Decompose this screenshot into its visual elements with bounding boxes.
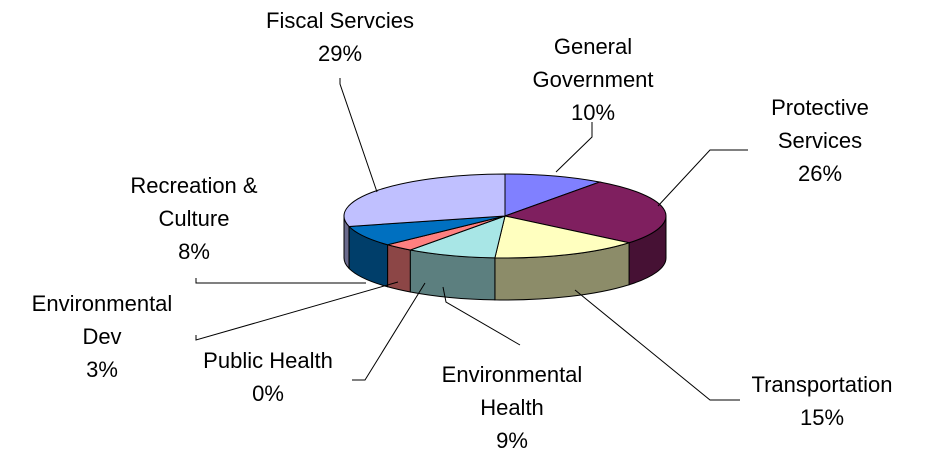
slice-label-line: Services [778,128,862,153]
slice-label-fiscal-servcies: Fiscal Servcies 29% [266,8,414,66]
leader-lines [195,78,748,401]
slice-label-line: Dev [82,324,121,349]
pie-slice-protective-services [503,181,667,244]
leader-line-transportation [574,289,740,401]
pie-slice-environmental-health [408,215,506,259]
slice-label-line: Health [480,395,544,420]
leader-line-fiscal-servcies [339,78,378,193]
leader-line-environmental-health [442,286,521,346]
pie-side-environmental-dev [387,244,411,293]
leader-line-protective-services [657,149,748,207]
slice-label-line: 8% [178,239,210,264]
slice-label-line: General [554,34,632,59]
slice-label-line: Government [532,67,653,92]
slice-label-line: Recreation & [130,173,258,198]
slice-label-recreation-and-culture: Recreation & Culture 8% [130,173,258,264]
slice-label-line: 9% [496,428,528,453]
pie-sides [343,215,667,301]
slice-label-line: 0% [252,381,284,406]
leader-line-environmental-dev [195,281,399,341]
pie-slice-general-government [504,173,602,217]
leader-line-general-government [555,122,593,173]
slice-label-line: 10% [571,100,615,125]
slice-label-environmental-dev: Environmental Dev 3% [32,291,173,382]
slice-label-line: 15% [800,405,844,430]
slice-label-line: Fiscal Servcies [266,8,414,33]
leader-line-recreation-and-culture [195,278,366,284]
pie-tops [343,173,667,259]
slice-labels: General Government 10% Protective Services 26… [32,8,893,453]
slice-label-line: Transportation [751,372,892,397]
slice-label-public-health: Public Health 0% [203,348,333,406]
leader-line-public-health [352,282,426,381]
slice-label-line: Environmental [442,362,583,387]
pie-slice-transportation [494,215,632,259]
slice-label-line: 3% [86,357,118,382]
slice-label-transportation: Transportation 15% [751,372,892,430]
slice-label-line: 26% [798,161,842,186]
slice-label-line: Protective [771,95,869,120]
slice-label-line: Culture [159,206,230,231]
slice-label-line: Environmental [32,291,173,316]
pie-slice-fiscal-servcies [343,173,506,227]
slice-label-line: 29% [318,41,362,66]
slice-label-line: Public Health [203,348,333,373]
slice-label-protective-services: Protective Services 26% [771,95,869,186]
slice-label-general-government: General Government 10% [532,34,653,125]
slice-label-environmental-health: Environmental Health 9% [442,362,583,453]
